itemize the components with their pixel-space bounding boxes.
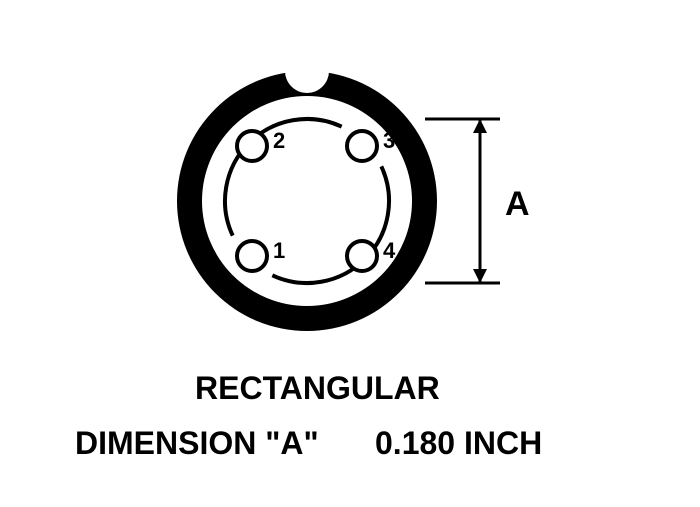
- pin-1: [237, 241, 267, 271]
- connector-diagram: 1 2 3 4: [125, 40, 445, 350]
- pin-3: [347, 131, 377, 161]
- title-line2-value: 0.180 INCH: [375, 425, 542, 462]
- diagram-svg: 1 2 3 4: [125, 40, 545, 350]
- pin-label-4: 4: [383, 238, 396, 263]
- dimension-letter: A: [505, 185, 530, 224]
- pin-label-3: 3: [383, 128, 395, 153]
- pin-label-2: 2: [273, 128, 285, 153]
- title-line2-label: DIMENSION "A": [75, 425, 319, 462]
- pin-label-1: 1: [273, 238, 285, 263]
- arrow-top: [473, 119, 487, 133]
- arrow-bot: [473, 269, 487, 283]
- title-line1: RECTANGULAR: [195, 370, 440, 407]
- pin-4: [347, 241, 377, 271]
- pin-2: [237, 131, 267, 161]
